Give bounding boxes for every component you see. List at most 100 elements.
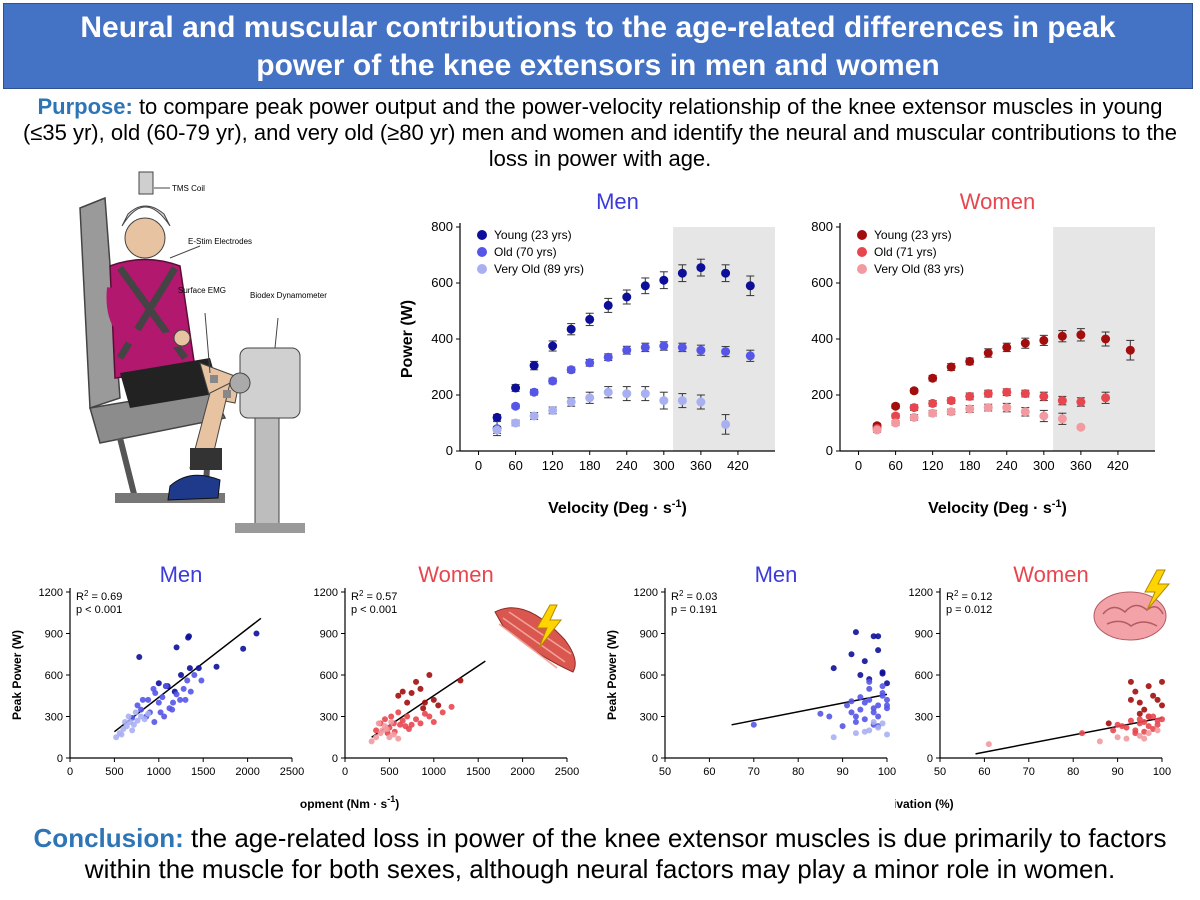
dynamometer-axis	[229, 372, 251, 394]
data-point	[884, 680, 890, 687]
x-tick-label: 2500	[280, 766, 304, 778]
data-point	[159, 694, 166, 701]
data-point	[983, 403, 993, 413]
data-point	[152, 689, 159, 696]
data-point	[1154, 727, 1161, 734]
data-point	[677, 342, 687, 352]
lightning-icon	[1144, 569, 1171, 611]
x-tick-label: 300	[1033, 458, 1055, 473]
data-point	[1039, 411, 1049, 421]
data-point	[1159, 702, 1165, 709]
data-point	[866, 678, 873, 685]
data-point	[830, 665, 837, 672]
y-tick-label: 600	[915, 670, 933, 682]
x-tick-label: 180	[579, 458, 601, 473]
pv-men-chart: Men 0 200 400 600 800 0 60 120 180 240 300 360 420 Pow…	[399, 189, 775, 517]
data-point	[421, 710, 428, 717]
conclusion-body: the age-related loss in power of the kne…	[84, 823, 1167, 884]
data-point	[439, 709, 446, 716]
x-tick-label: 70	[1023, 766, 1035, 778]
data-point	[169, 706, 176, 713]
data-point	[368, 738, 375, 745]
x-tick-label: 240	[996, 458, 1018, 473]
data-point	[130, 721, 137, 728]
data-point	[928, 408, 938, 418]
data-point	[435, 702, 442, 709]
legend-marker	[477, 264, 487, 274]
data-point	[529, 411, 539, 421]
x-tick-label: 2500	[555, 766, 579, 778]
data-point	[138, 706, 145, 713]
data-point	[852, 713, 859, 720]
data-point	[139, 696, 146, 703]
x-tick-label: 0	[342, 766, 348, 778]
data-point	[1150, 692, 1157, 699]
x-tick-label: 420	[1107, 458, 1129, 473]
data-point	[1076, 422, 1086, 432]
data-point	[240, 645, 247, 652]
x-tick-label: 80	[1067, 766, 1079, 778]
data-point	[162, 683, 169, 690]
label-tms-coil: TMS Coil	[172, 184, 205, 193]
data-point	[457, 677, 464, 684]
dynamometer-base	[235, 523, 305, 533]
y-tick-label: 400	[811, 331, 833, 346]
data-point	[1132, 688, 1139, 695]
data-point	[603, 352, 613, 362]
data-point	[375, 720, 382, 727]
data-point	[1154, 721, 1161, 728]
r2-annotation: R2 = 0.57	[351, 589, 397, 603]
y-tick-label: 300	[915, 712, 933, 724]
data-point	[891, 411, 901, 421]
data-point	[1123, 724, 1130, 731]
x-tick-label: 1000	[147, 766, 171, 778]
pointer-line	[274, 317, 279, 349]
pointer-line	[169, 245, 201, 259]
data-point	[870, 633, 877, 640]
lightning-icon	[536, 604, 563, 649]
title-banner: Neural and muscular contributions to the…	[3, 3, 1193, 89]
data-point	[866, 685, 873, 692]
data-point	[1132, 730, 1139, 737]
data-point	[879, 689, 886, 696]
legend-label: Old (70 yrs)	[494, 245, 557, 259]
y-tick-label: 900	[320, 629, 338, 641]
data-point	[173, 691, 180, 698]
muscle-icon	[494, 604, 576, 673]
y-axis-label: Peak Power (W)	[10, 630, 24, 720]
x-tick-label: 60	[978, 766, 990, 778]
data-point	[426, 672, 433, 678]
dynamometer-illustration: TMS Coil E-Stim Electrodes Surface EMG B…	[79, 171, 327, 533]
data-point	[125, 713, 132, 720]
data-point	[1141, 706, 1148, 713]
data-point	[852, 730, 859, 737]
x-tick-label: 60	[703, 766, 715, 778]
data-point	[965, 391, 975, 401]
x-tick-label: 50	[659, 766, 671, 778]
data-point	[861, 728, 868, 735]
data-point	[857, 706, 864, 713]
y-tick-label: 0	[652, 753, 658, 765]
rtd-women-chart: Women 0 300 600 900 1200 0 500 1000 1500 2000 2500 R…	[300, 562, 579, 811]
x-axis-label-sup: -1	[387, 794, 395, 804]
data-point	[253, 630, 260, 637]
data-point	[622, 345, 632, 355]
label-emg: Surface EMG	[178, 286, 226, 295]
data-point	[1057, 414, 1067, 424]
data-point	[844, 702, 851, 709]
data-point	[1145, 713, 1152, 720]
data-point	[750, 721, 757, 728]
data-point	[1136, 732, 1143, 739]
data-point	[1002, 403, 1012, 413]
r2-symbol: R	[351, 591, 359, 603]
data-point	[857, 672, 864, 678]
data-point	[659, 275, 669, 285]
x-axis-label-text: Velocity (Deg · s	[548, 500, 672, 517]
data-point	[373, 734, 380, 741]
data-point	[399, 717, 406, 724]
y-tick-label: 1200	[39, 587, 63, 599]
head	[124, 217, 166, 259]
y-tick-label: 0	[826, 443, 833, 458]
y-axis-label: Power (W)	[399, 300, 416, 378]
x-tick-label: 1500	[191, 766, 215, 778]
